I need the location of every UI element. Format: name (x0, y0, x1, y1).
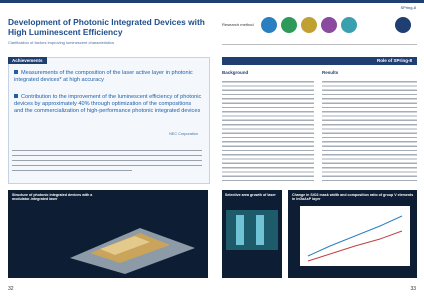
role-bar (222, 57, 417, 65)
top-rule (0, 0, 424, 3)
achievement-2: Contribution to the improvement of the l… (14, 94, 202, 114)
page-number: 32 (8, 286, 14, 292)
subtitle: Clarification of factors improving lumin… (8, 40, 115, 45)
brand: SPring-8 (400, 5, 416, 10)
growth-image (226, 210, 278, 250)
results-text (322, 78, 417, 182)
role-label: Role of SPring-8 (376, 58, 412, 63)
method-icons (261, 17, 411, 33)
title: Development of Photonic Integrated Devic… (8, 17, 205, 37)
plot-illustration (300, 206, 410, 266)
page-number: 33 (410, 286, 416, 292)
results-heading: Results (322, 70, 339, 75)
achievements-label: Achievements (8, 57, 47, 64)
method-rule (222, 44, 417, 45)
text-line (12, 165, 202, 166)
text-line (12, 150, 202, 151)
text-line (12, 155, 202, 156)
text-line (12, 160, 202, 161)
figure-caption: Change in SiO2 mask width and compositio… (292, 193, 414, 202)
credit: NEC Corporation (169, 132, 198, 136)
background-heading: Background (222, 70, 249, 75)
method-label: Research method (222, 22, 254, 27)
device-illustration (70, 228, 195, 274)
achievement-text: Measurements of the composition of the l… (14, 70, 193, 83)
achievement-text: Contribution to the improvement of the l… (14, 94, 202, 114)
achievements-box (8, 57, 210, 184)
background-text (222, 78, 314, 182)
achievement-1: Measurements of the composition of the l… (14, 70, 202, 84)
figure-caption: Structure of photonic integrated devices… (12, 193, 93, 202)
text-line (12, 170, 132, 171)
figure-caption: Selective area growth of laser (225, 193, 276, 197)
